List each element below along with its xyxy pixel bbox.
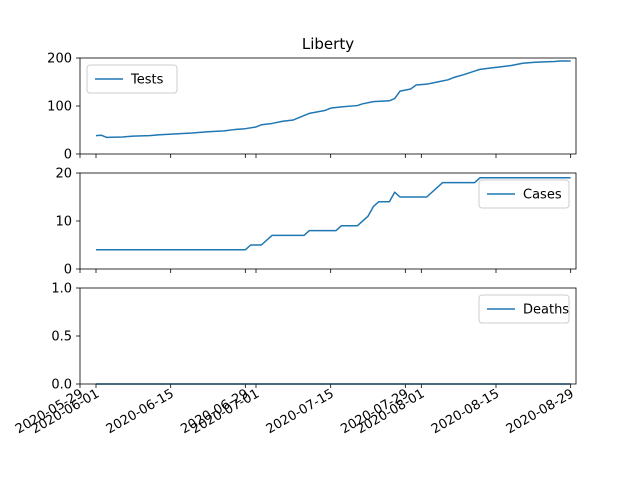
chart-title: Liberty <box>302 35 354 53</box>
legend: Tests <box>86 64 178 94</box>
x-tick-label: 2020-07-15 <box>264 386 337 437</box>
legend-label: Cases <box>523 188 562 203</box>
legend-label: Tests <box>130 73 164 88</box>
x-tick-label: 2020-06-15 <box>104 386 177 437</box>
y-tick-label: 20 <box>55 167 72 182</box>
panel-cases: 0 10 20 Cases <box>55 167 577 278</box>
y-tick-label: 200 <box>47 52 72 67</box>
x-tick-label: 2020-08-15 <box>429 386 502 437</box>
y-tick-label: 0 <box>64 148 72 163</box>
legend: Deaths <box>478 294 570 324</box>
y-tick-label: 0.5 <box>51 330 72 345</box>
axes-frame <box>79 287 577 385</box>
y-tick-label: 0 <box>64 263 72 278</box>
y-tick-label: 1.0 <box>51 282 72 297</box>
series-line-cases <box>96 177 571 251</box>
legend-box <box>478 294 570 324</box>
legend-label: Deaths <box>523 303 569 318</box>
y-tick-label: 0.0 <box>51 378 72 393</box>
legend-box <box>86 64 178 94</box>
series-line-tests <box>95 60 571 139</box>
panel-tests: 0 100 200 Tests <box>47 52 577 163</box>
axes-frame <box>79 57 577 155</box>
x-tick-label: 2020-08-29 <box>504 386 577 437</box>
legend-box <box>478 179 570 209</box>
panel-deaths: 0.0 0.5 1.0 Deaths <box>51 282 577 393</box>
y-tick-label: 100 <box>47 100 72 115</box>
y-tick-label: 10 <box>55 215 72 230</box>
axes-frame <box>79 172 577 270</box>
legend: Cases <box>478 179 570 209</box>
